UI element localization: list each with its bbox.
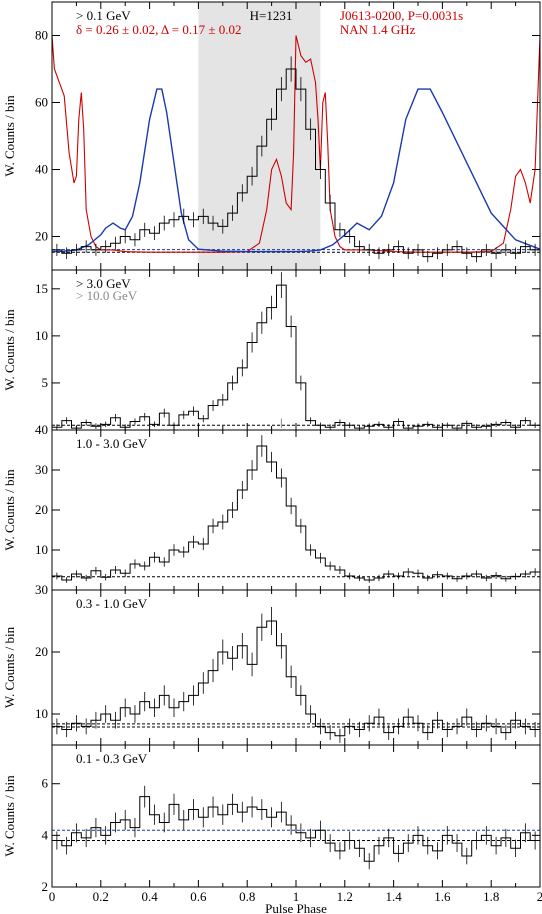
h-test-label: H=1231 [250, 8, 293, 23]
energy-range-label: > 3.0 GeV [76, 276, 131, 291]
pulsar-name-label: J0613-0200, P=0.0031s [340, 8, 463, 23]
y-tick-label: 4 [42, 827, 49, 842]
y-tick-label: 10 [35, 542, 48, 557]
y-tick-label: 20 [35, 229, 48, 244]
panel-low [51, 589, 541, 746]
gamma-ray-profile-histogram [52, 68, 540, 258]
y-axis-label: W. Counts / bin [2, 95, 17, 177]
radio-profile-line [51, 35, 541, 253]
radio-band-label: NAN 1.4 GHz [340, 22, 416, 37]
x-tick-label: 0.6 [190, 889, 207, 904]
x-tick-label: 1.6 [434, 889, 451, 904]
y-tick-label: 10 [35, 328, 48, 343]
y-axis-label: W. Counts / bin [2, 309, 17, 391]
energy-range-label: 0.3 - 1.0 GeV [76, 596, 148, 611]
y-tick-label: 15 [35, 281, 48, 296]
gamma-ray-profile-histogram [52, 445, 540, 581]
x-tick-label: 1.2 [337, 889, 353, 904]
x-tick-label: 1.8 [483, 889, 499, 904]
y-tick-label: 30 [35, 462, 48, 477]
model-fit-line [51, 88, 541, 253]
x-tick-label: 0.4 [141, 889, 158, 904]
delta-label: δ = 0.26 ± 0.02, Δ = 0.17 ± 0.02 [76, 22, 241, 37]
y-tick-label: 20 [35, 502, 48, 517]
energy-range-label: 0.1 - 0.3 GeV [76, 751, 148, 766]
x-axis-label: Pulse Phase [265, 901, 327, 914]
x-tick-label: 0 [49, 889, 56, 904]
x-tick-label: 1.4 [385, 889, 402, 904]
y-tick-label: 30 [35, 582, 48, 597]
energy-range-label-secondary: > 10.0 GeV [76, 288, 138, 303]
y-axis-label: W. Counts / bin [2, 775, 17, 857]
x-tick-label: 0.2 [93, 889, 109, 904]
y-tick-label: 40 [35, 162, 48, 177]
x-tick-label: 1 [293, 889, 300, 904]
y-tick-label: 6 [42, 776, 49, 791]
gamma-ray-profile-histogram [52, 620, 540, 737]
y-axis-label: W. Counts / bin [2, 469, 17, 551]
y-tick-label: 10 [35, 706, 48, 721]
gamma-ray-profile-histogram [52, 796, 540, 862]
panel-top [51, 1, 541, 271]
y-tick-label: 40 [35, 422, 48, 437]
x-tick-label: 2 [537, 889, 542, 904]
x-tick-label: 0.8 [239, 889, 255, 904]
panel-high [51, 269, 541, 431]
energy-range-label: > 0.1 GeV [76, 8, 131, 23]
y-tick-label: 20 [35, 644, 48, 659]
y-tick-label: 80 [35, 28, 48, 43]
panel-lowest [51, 744, 541, 888]
energy-range-label: 1.0 - 3.0 GeV [76, 436, 148, 451]
y-axis-label: W. Counts / bin [2, 626, 17, 708]
y-tick-label: 60 [35, 95, 48, 110]
y-tick-label: 5 [42, 375, 49, 390]
gamma-ray-profile-histogram [52, 284, 540, 429]
y-tick-label: 2 [42, 879, 49, 894]
panel-mid [51, 429, 541, 591]
off-pulse-shaded-region [198, 2, 321, 270]
